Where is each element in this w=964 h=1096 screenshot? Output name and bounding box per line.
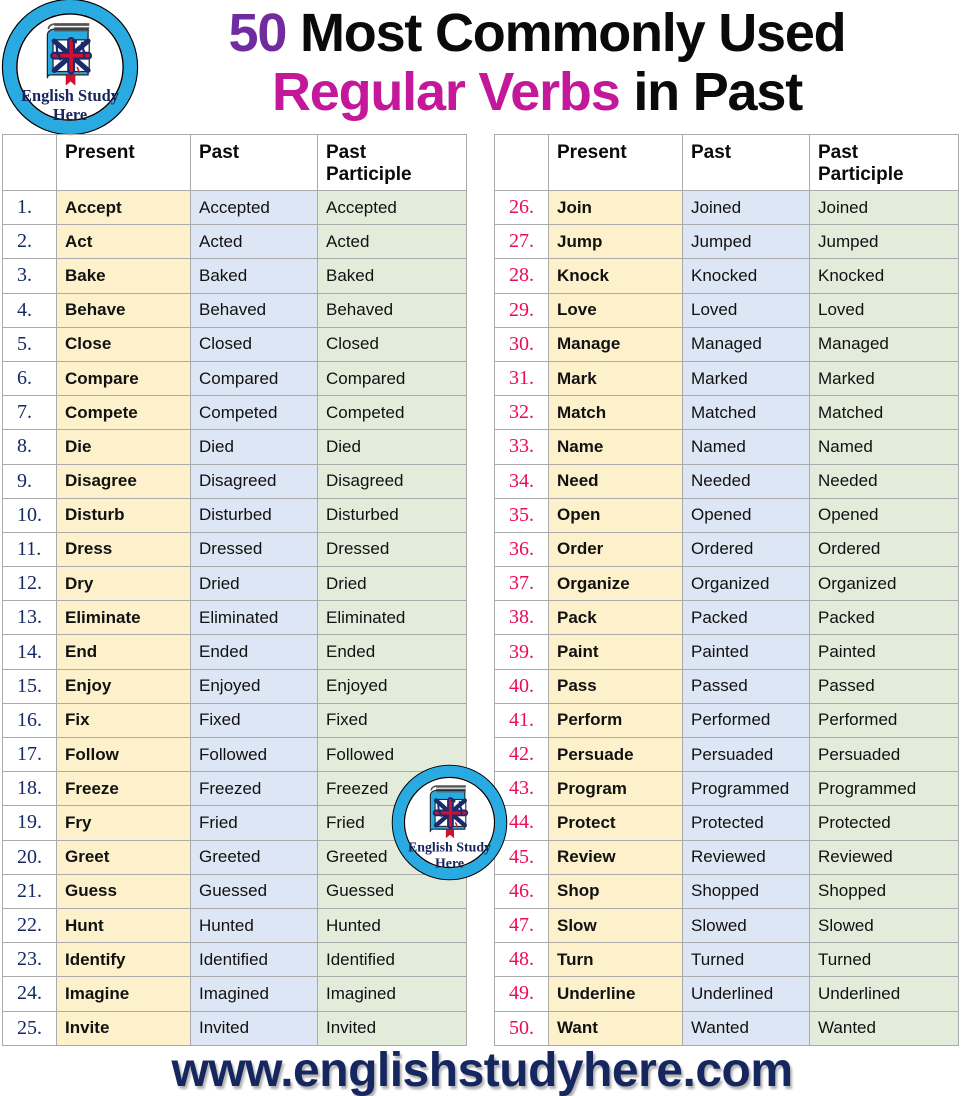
svg-text:Here: Here bbox=[435, 857, 464, 872]
svg-text:English Study: English Study bbox=[408, 840, 491, 855]
svg-text:Here: Here bbox=[53, 105, 87, 124]
svg-text:English Study: English Study bbox=[21, 86, 120, 105]
